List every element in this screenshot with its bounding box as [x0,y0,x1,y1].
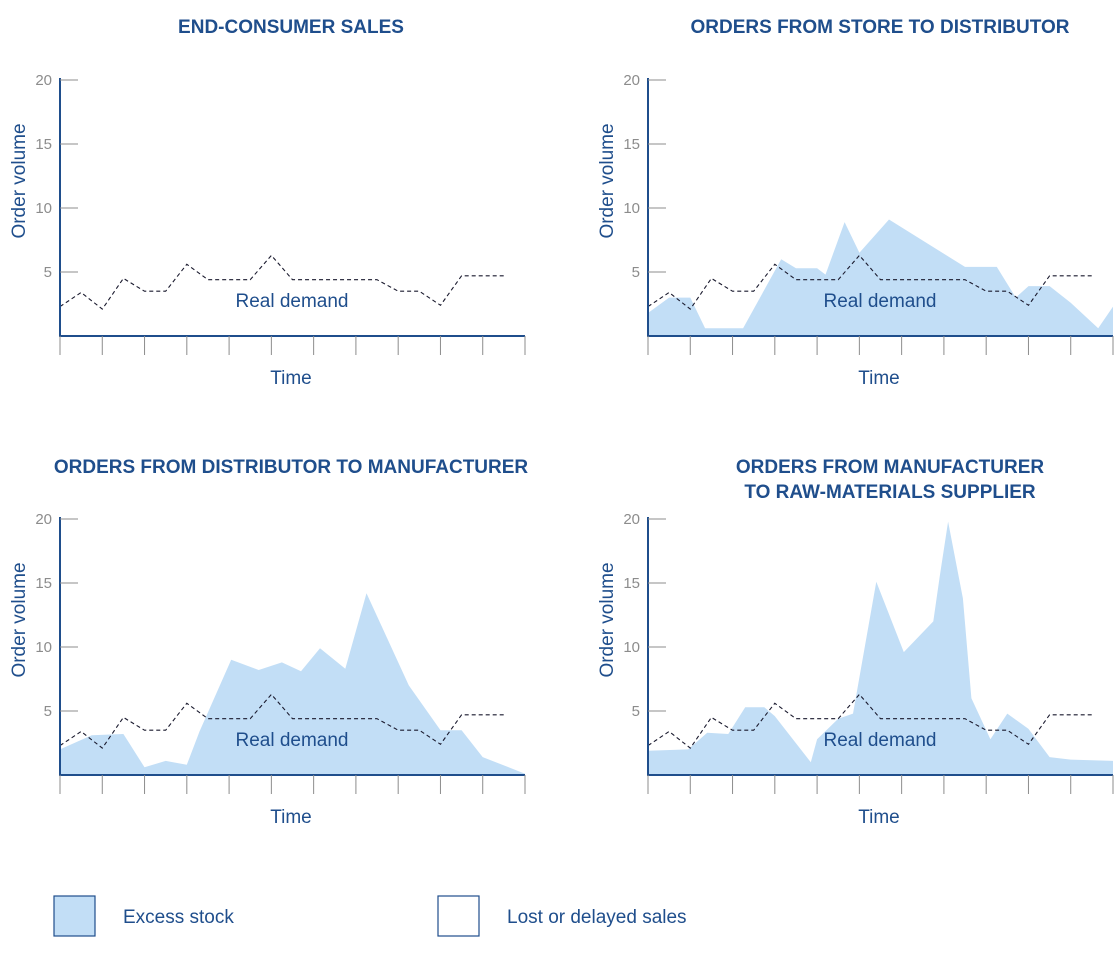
y-tick-label: 15 [35,575,52,592]
real-demand-label: Real demand [235,730,348,751]
real-demand-line [647,693,1092,749]
legend-label: Lost or delayed sales [507,907,687,928]
y-tick-label: 5 [44,264,52,281]
chart-panel-4: ORDERS FROM MANUFACTURER TO RAW-MATERIALS… [597,457,1114,828]
y-tick-label: 20 [623,72,640,89]
real-demand-label: Real demand [235,291,348,312]
legend-swatch-excess-stock [53,895,96,937]
real-demand-label: Real demand [823,730,936,751]
y-axis-label: Order volume [597,562,618,677]
y-tick-label: 15 [623,575,640,592]
real-demand-line [647,254,1092,310]
x-axis-label: Time [270,807,312,828]
y-tick-label: 20 [623,511,640,528]
real-demand-label: Real demand [823,291,936,312]
y-axis-label: Order volume [9,562,30,677]
y-tick-label: 15 [35,136,52,153]
orders-area [648,219,1113,336]
x-axis-label: Time [858,807,900,828]
chart-title: ORDERS FROM MANUFACTURER [736,457,1044,478]
chart-panel-3: ORDERS FROM DISTRIBUTOR TO MANUFACTURER 5… [9,457,528,828]
orders-area [60,593,525,775]
y-axis-label: Order volume [597,123,618,238]
y-tick-label: 20 [35,511,52,528]
y-axis-label: Order volume [9,123,30,238]
y-tick-label: 15 [623,136,640,153]
orders-area [648,521,1113,775]
chart-title: ORDERS FROM STORE TO DISTRIBUTOR [691,17,1070,38]
y-tick-label: 5 [632,264,640,281]
x-axis-label: Time [858,368,900,389]
legend-label: Excess stock [123,907,234,928]
real-demand-line [59,693,504,749]
legend-swatch-lost-sales [437,895,480,937]
chart-panel-2: ORDERS FROM STORE TO DISTRIBUTOR 5 10 15 20 O… [597,17,1114,389]
real-demand-line [59,254,504,310]
chart-panel-1: END-CONSUMER SALES 5 10 15 20 Order volume Tim… [9,17,526,389]
chart-title: ORDERS FROM DISTRIBUTOR TO MANUFACTURER [54,457,529,478]
x-axis-label: Time [270,368,312,389]
y-tick-label: 20 [35,72,52,89]
y-tick-label: 10 [35,639,52,656]
y-tick-label: 5 [632,703,640,720]
y-tick-label: 10 [623,200,640,217]
y-tick-label: 10 [623,639,640,656]
legend: Excess stock Lost or delayed sales [53,895,687,937]
chart-title-line2: TO RAW-MATERIALS SUPPLIER [744,482,1036,503]
chart-title: END-CONSUMER SALES [178,17,404,38]
y-tick-label: 10 [35,200,52,217]
y-tick-label: 5 [44,703,52,720]
